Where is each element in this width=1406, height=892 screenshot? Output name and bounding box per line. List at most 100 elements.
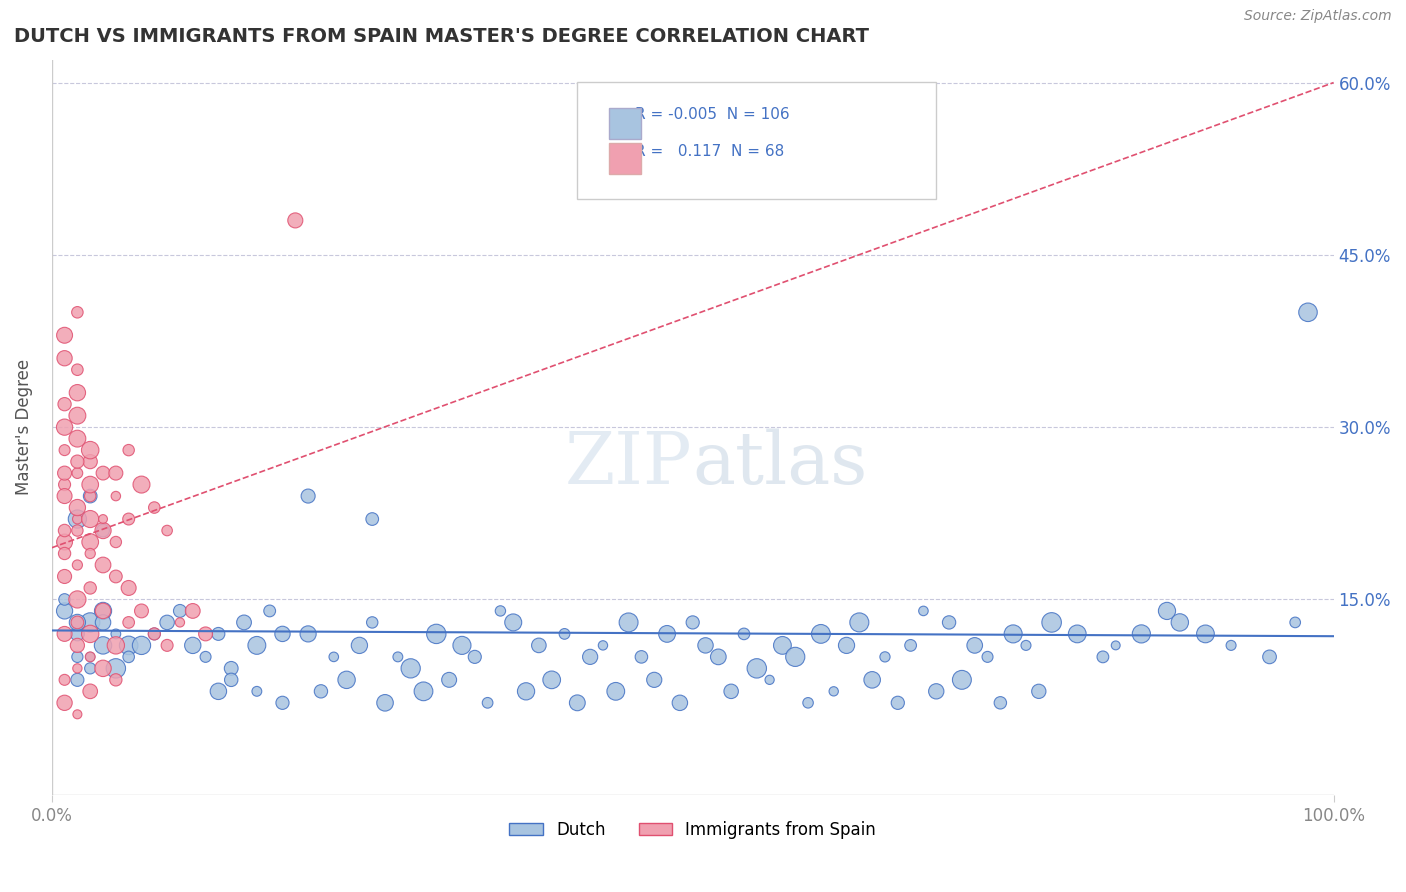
Point xyxy=(745,661,768,675)
Point xyxy=(207,684,229,698)
Point xyxy=(412,684,434,698)
Point xyxy=(1258,649,1281,664)
Point xyxy=(104,466,127,480)
Point xyxy=(489,604,512,618)
Point xyxy=(53,351,76,366)
Point xyxy=(79,684,101,698)
Point xyxy=(361,615,384,630)
Point xyxy=(848,615,870,630)
FancyBboxPatch shape xyxy=(578,82,936,199)
Point xyxy=(194,627,217,641)
Point xyxy=(91,524,114,538)
Point xyxy=(53,477,76,491)
Point xyxy=(502,615,524,630)
Point xyxy=(104,535,127,549)
Point xyxy=(79,661,101,675)
Point xyxy=(374,696,396,710)
Point xyxy=(219,673,242,687)
Point xyxy=(527,639,550,653)
Point xyxy=(219,661,242,675)
Point xyxy=(131,639,153,653)
Point xyxy=(79,477,101,491)
Point xyxy=(118,443,141,458)
Text: ZIP: ZIP xyxy=(565,429,693,500)
Point xyxy=(79,649,101,664)
Point xyxy=(181,604,204,618)
Point xyxy=(900,639,922,653)
Point xyxy=(66,455,89,469)
Point xyxy=(733,627,755,641)
Point xyxy=(1002,627,1025,641)
Point xyxy=(938,615,960,630)
Point xyxy=(860,673,883,687)
Point xyxy=(79,615,101,630)
Point xyxy=(79,649,101,664)
Point xyxy=(770,639,793,653)
Point xyxy=(246,639,269,653)
Point xyxy=(66,466,89,480)
Point xyxy=(567,696,589,710)
Point xyxy=(104,489,127,503)
Point xyxy=(437,673,460,687)
Text: R = -0.005  N = 106: R = -0.005 N = 106 xyxy=(636,107,790,122)
Point xyxy=(143,500,166,515)
Point xyxy=(1066,627,1088,641)
Point xyxy=(66,615,89,630)
Point xyxy=(91,558,114,572)
Point xyxy=(91,604,114,618)
Point xyxy=(477,696,499,710)
Point xyxy=(53,696,76,710)
Point xyxy=(91,639,114,653)
Point xyxy=(53,673,76,687)
Point xyxy=(104,661,127,675)
Point xyxy=(553,627,575,641)
Point xyxy=(131,477,153,491)
Point xyxy=(91,615,114,630)
Point xyxy=(66,305,89,319)
Point xyxy=(988,696,1011,710)
Point xyxy=(1220,639,1243,653)
Point xyxy=(66,512,89,526)
Point xyxy=(259,604,281,618)
Point xyxy=(823,684,845,698)
Point xyxy=(53,627,76,641)
Point xyxy=(66,639,89,653)
Point xyxy=(835,639,858,653)
Point xyxy=(66,661,89,675)
Text: atlas: atlas xyxy=(693,429,868,500)
Point xyxy=(66,673,89,687)
Point xyxy=(309,684,332,698)
Point xyxy=(950,673,973,687)
Point xyxy=(271,696,294,710)
Point xyxy=(785,649,807,664)
Point xyxy=(336,673,359,687)
Point xyxy=(79,489,101,503)
Point xyxy=(91,661,114,675)
Point xyxy=(53,420,76,434)
Point xyxy=(156,524,179,538)
Point xyxy=(79,627,101,641)
Point xyxy=(284,213,307,227)
Point xyxy=(912,604,935,618)
Point xyxy=(194,649,217,664)
Point xyxy=(118,615,141,630)
Point xyxy=(156,615,179,630)
Point xyxy=(66,524,89,538)
Point xyxy=(1284,615,1306,630)
FancyBboxPatch shape xyxy=(609,108,641,139)
Point xyxy=(617,615,640,630)
Point xyxy=(1194,627,1216,641)
Point xyxy=(118,512,141,526)
Point xyxy=(233,615,256,630)
Point xyxy=(682,615,704,630)
Point xyxy=(387,649,409,664)
FancyBboxPatch shape xyxy=(609,143,641,174)
Text: DUTCH VS IMMIGRANTS FROM SPAIN MASTER'S DEGREE CORRELATION CHART: DUTCH VS IMMIGRANTS FROM SPAIN MASTER'S … xyxy=(14,27,869,45)
Point xyxy=(66,649,89,664)
Point xyxy=(207,627,229,641)
Point xyxy=(79,443,101,458)
Point xyxy=(399,661,422,675)
Point xyxy=(669,696,692,710)
Point xyxy=(104,627,127,641)
Point xyxy=(246,684,269,698)
